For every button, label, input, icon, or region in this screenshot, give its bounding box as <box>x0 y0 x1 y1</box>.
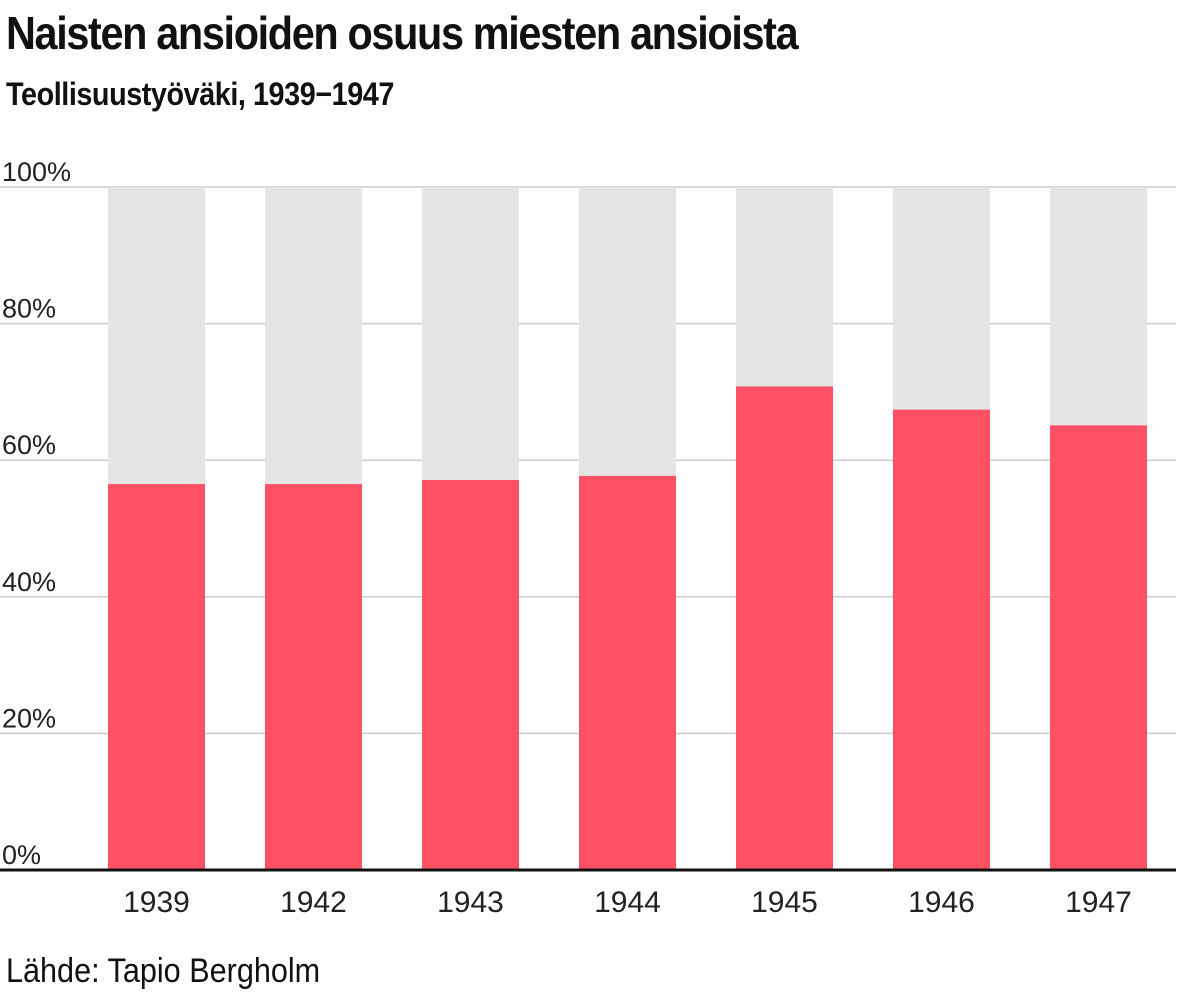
bar <box>736 386 833 870</box>
y-tick-label: 60% <box>2 430 56 460</box>
bar <box>893 409 990 870</box>
y-tick-label: 100% <box>2 157 71 187</box>
y-axis-tick-labels: 0% 20% 40% 60% 80% 100% <box>2 157 71 870</box>
y-tick-label: 0% <box>2 840 41 870</box>
chart-title: Naisten ansioiden osuus miesten ansioist… <box>6 7 799 59</box>
source-note: Lähde: Tapio Bergholm <box>6 952 321 990</box>
x-tick-label: 1945 <box>751 886 818 919</box>
bar <box>265 484 362 870</box>
bar <box>108 484 205 870</box>
x-tick-label: 1943 <box>437 886 504 919</box>
bar <box>1050 425 1147 870</box>
x-tick-label: 1944 <box>594 886 661 919</box>
x-tick-label: 1942 <box>280 886 347 919</box>
x-tick-label: 1947 <box>1065 886 1132 919</box>
chart-subtitle: Teollisuustyöväki, 1939−1947 <box>6 76 394 112</box>
y-tick-label: 80% <box>2 294 56 324</box>
x-tick-label: 1939 <box>123 886 190 919</box>
bar-chart: 0%20%40%60%80%100% 1939 1942 1943 1944 1945 1… <box>0 157 1176 919</box>
bar <box>422 480 519 870</box>
bars <box>108 187 1147 870</box>
y-tick-label: 40% <box>2 567 56 597</box>
bar <box>579 475 676 870</box>
x-tick-label: 1946 <box>908 886 975 919</box>
y-tick-label: 20% <box>2 703 56 733</box>
x-axis-tick-labels: 1939 1942 1943 1944 1945 1946 1947 <box>123 886 1132 919</box>
